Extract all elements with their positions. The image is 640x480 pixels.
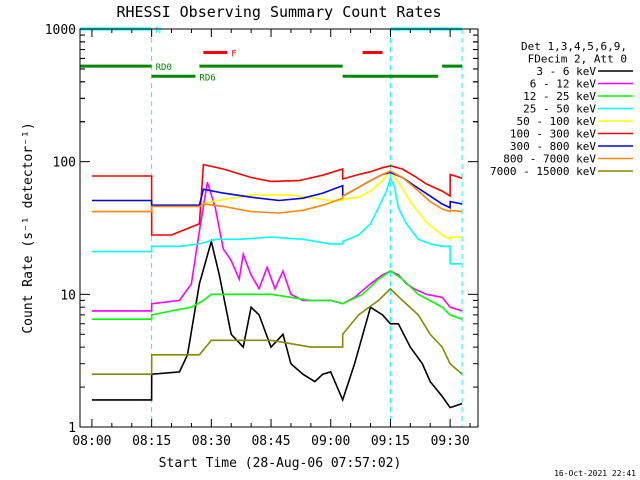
plot-area: N F RD0 RD6 — [80, 26, 463, 427]
legend-entry-label: 300 - 800 keV — [510, 140, 596, 153]
y-tick-label: 1000 — [45, 23, 76, 38]
x-tick-label: 09:30 — [431, 434, 470, 449]
series-line — [91, 270, 463, 321]
x-tick-label: 09:00 — [311, 434, 350, 449]
axes: 08:00 08:15 08:30 08:45 09:00 09:15 09:30 1 10 10… — [45, 23, 478, 449]
legend-entry-label: 50 - 100 keV — [517, 115, 597, 128]
series-line — [91, 170, 463, 214]
x-axis-label: Start Time (28-Aug-06 07:57:02) — [159, 456, 402, 471]
series-line — [91, 163, 463, 236]
legend-entry-label: 25 - 50 keV — [523, 103, 596, 116]
series-line — [91, 287, 463, 376]
y-tick-label: 1 — [68, 421, 76, 436]
x-tick-label: 08:30 — [192, 434, 231, 449]
state-bar-label: N — [156, 26, 161, 36]
state-bar-label: F — [231, 50, 236, 60]
x-tick-label: 08:45 — [251, 434, 290, 449]
x-tick-label: 08:00 — [72, 434, 111, 449]
legend-entry-label: 12 - 25 keV — [523, 90, 596, 103]
legend-header: FDecim 2, Att 0 — [528, 53, 627, 66]
legend-entry-label: 800 - 7000 keV — [503, 153, 596, 166]
legend-entry-label: 7000 - 15000 keV — [490, 165, 596, 178]
y-tick-label: 100 — [53, 156, 76, 171]
state-bar-label: RD0 — [156, 63, 172, 73]
x-tick-label: 09:15 — [371, 434, 410, 449]
series-line — [91, 238, 463, 409]
plot-frame — [79, 28, 479, 428]
legend-header: Det 1,3,4,5,6,9, — [521, 40, 627, 53]
legend-entry-label: 3 - 6 keV — [536, 65, 596, 78]
series-line — [91, 176, 463, 265]
legend-entry-label: 6 - 12 keV — [530, 78, 597, 91]
legend: Det 1,3,4,5,6,9,FDecim 2, Att 03 - 6 keV… — [490, 40, 633, 178]
y-tick-label: 10 — [60, 288, 76, 303]
timestamp: 16-Oct-2021 22:41 — [554, 469, 636, 478]
legend-entry-label: 100 - 300 keV — [510, 128, 596, 141]
chart-title: RHESSI Observing Summary Count Rates — [116, 3, 441, 21]
y-axis-label: Count Rate (s⁻¹ detector⁻¹) — [21, 122, 36, 333]
state-bar-label: RD6 — [199, 73, 215, 83]
x-tick-label: 08:15 — [132, 434, 171, 449]
